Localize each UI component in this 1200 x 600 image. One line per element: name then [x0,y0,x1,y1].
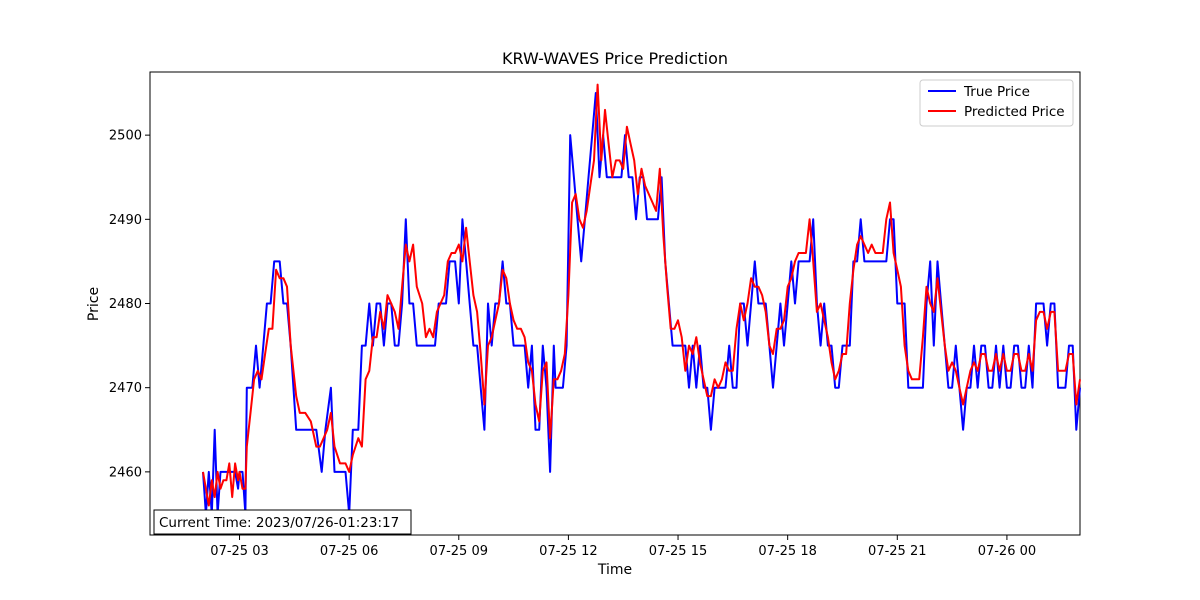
x-axis: 07-25 03 07-25 06 07-25 09 07-25 12 07-25 15… [210,535,1036,559]
y-tick-label: 2460 [109,465,142,480]
y-tick-label: 2500 [109,129,142,144]
legend-label-true-price: True Price [963,84,1030,100]
x-tick-label: 07-25 12 [539,544,597,559]
x-tick-label: 07-26 00 [978,544,1036,559]
chart-title: KRW-WAVES Price Prediction [502,49,728,68]
x-tick-label: 07-25 18 [758,544,816,559]
x-axis-label: Time [597,562,632,578]
legend: True Price Predicted Price [919,79,1074,127]
y-tick-label: 2470 [109,381,142,396]
x-tick-label: 07-25 15 [649,544,707,559]
y-tick-label: 2480 [109,297,142,312]
x-tick-label: 07-25 06 [320,544,378,559]
legend-box [919,79,1074,127]
x-tick-label: 07-25 03 [210,544,268,559]
series-line-predicted-price [202,83,1081,507]
x-tick-label: 07-25 09 [430,544,488,559]
y-axis-label: Price [86,287,102,321]
x-tick-label: 07-25 21 [868,544,926,559]
y-axis: 2460 2470 2480 2490 2500 [109,129,150,480]
series-lines [202,83,1081,515]
y-tick-label: 2490 [109,213,142,228]
annotation-box [153,509,412,535]
annotation-text: Current Time: 2023/07/26-01:23:17 [159,515,399,531]
legend-label-predicted-price: Predicted Price [964,104,1065,120]
current-time-annotation: Current Time: 2023/07/26-01:23:17 [153,509,412,535]
